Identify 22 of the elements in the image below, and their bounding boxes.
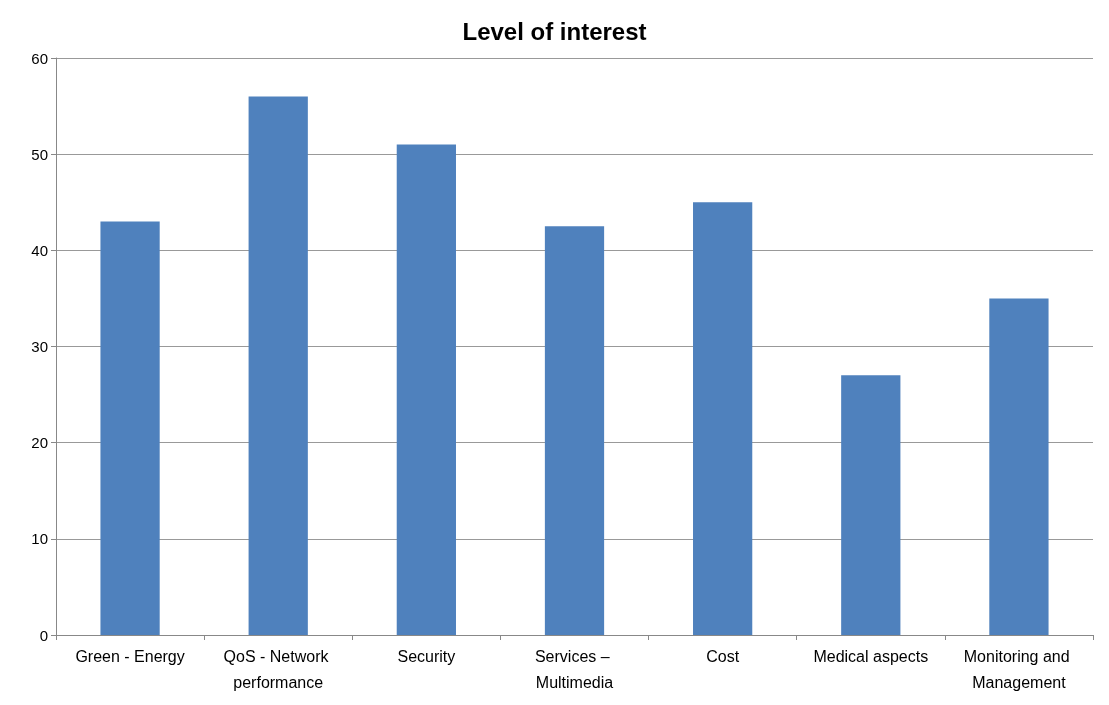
bar (544, 226, 605, 635)
y-tick-label: 10 (31, 530, 48, 548)
y-tick-label: 20 (31, 434, 48, 452)
x-tick-label: Cost (706, 647, 740, 665)
bar (693, 202, 753, 635)
x-tick-label: Monitoring and Management (963, 647, 1075, 691)
x-tick-label: Medical aspects (813, 647, 929, 665)
bar (248, 96, 308, 635)
bar (841, 375, 901, 635)
chart-title: Level of interest (462, 17, 647, 45)
x-tick-label: QoS - Network performance (223, 647, 333, 691)
x-tick-label: Security (397, 647, 456, 665)
y-tick-label: 50 (31, 145, 48, 163)
y-tick-label: 30 (31, 338, 48, 355)
x-tick-label: Green - Energy (75, 647, 185, 665)
y-tick-label: 40 (31, 241, 48, 259)
y-tick-label: 0 (39, 626, 48, 644)
y-tick-label: 60 (31, 49, 48, 67)
x-tick-label: Services – Multimedia (534, 647, 615, 691)
bar (100, 221, 160, 635)
bar (989, 298, 1049, 635)
bar (396, 144, 456, 635)
